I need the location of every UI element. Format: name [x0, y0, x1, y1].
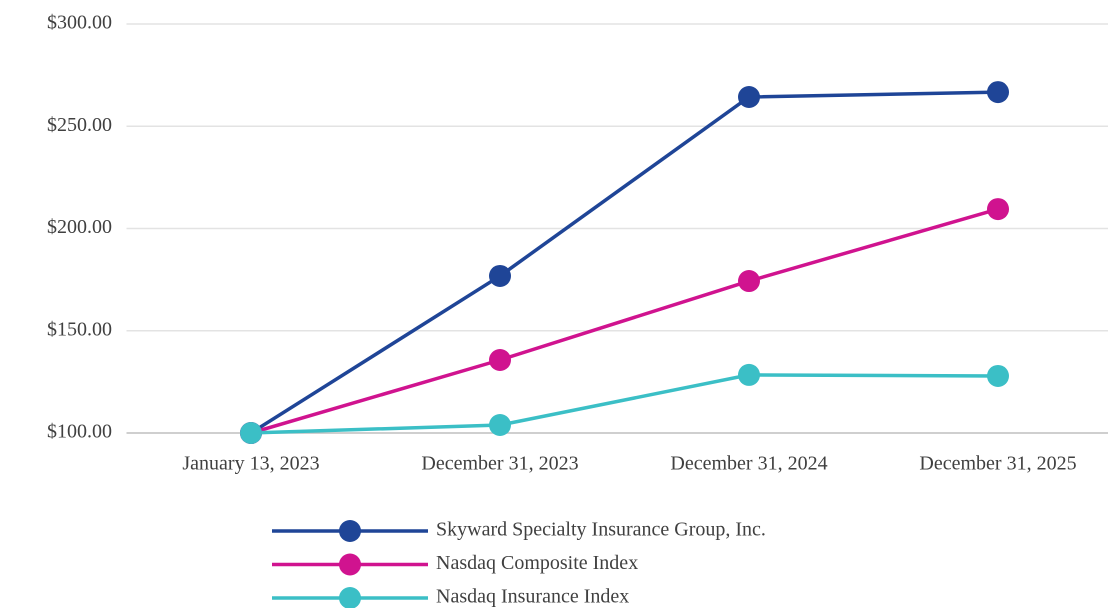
- data-point: [489, 348, 511, 371]
- x-tick-label: January 13, 2023: [182, 453, 319, 475]
- data-point: [240, 422, 262, 444]
- data-point: [738, 270, 760, 293]
- x-tick-label: December 31, 2024: [670, 453, 827, 475]
- y-tick-label: $200.00: [47, 216, 112, 238]
- legend-marker: [339, 587, 361, 608]
- data-point: [987, 81, 1009, 104]
- legend-marker: [339, 520, 361, 542]
- data-point: [987, 198, 1009, 221]
- y-tick-label: $300.00: [47, 12, 112, 34]
- series-line: [250, 373, 999, 435]
- legend-label: Skyward Specialty Insurance Group, Inc.: [436, 519, 766, 541]
- x-tick-label: December 31, 2023: [421, 453, 578, 475]
- data-point: [489, 414, 511, 437]
- data-point: [489, 264, 511, 287]
- legend-label: Nasdaq Insurance Index: [436, 586, 629, 608]
- x-tick-label: December 31, 2025: [919, 453, 1076, 475]
- y-tick-label: $100.00: [47, 421, 112, 443]
- series-line: [250, 207, 999, 435]
- data-point: [987, 364, 1009, 387]
- legend-marker: [339, 553, 361, 576]
- data-point: [738, 86, 760, 109]
- data-point: [738, 363, 760, 386]
- legend-label: Nasdaq Composite Index: [436, 552, 638, 574]
- y-tick-label: $250.00: [47, 114, 112, 136]
- series-line: [250, 90, 999, 435]
- y-tick-label: $150.00: [47, 318, 112, 340]
